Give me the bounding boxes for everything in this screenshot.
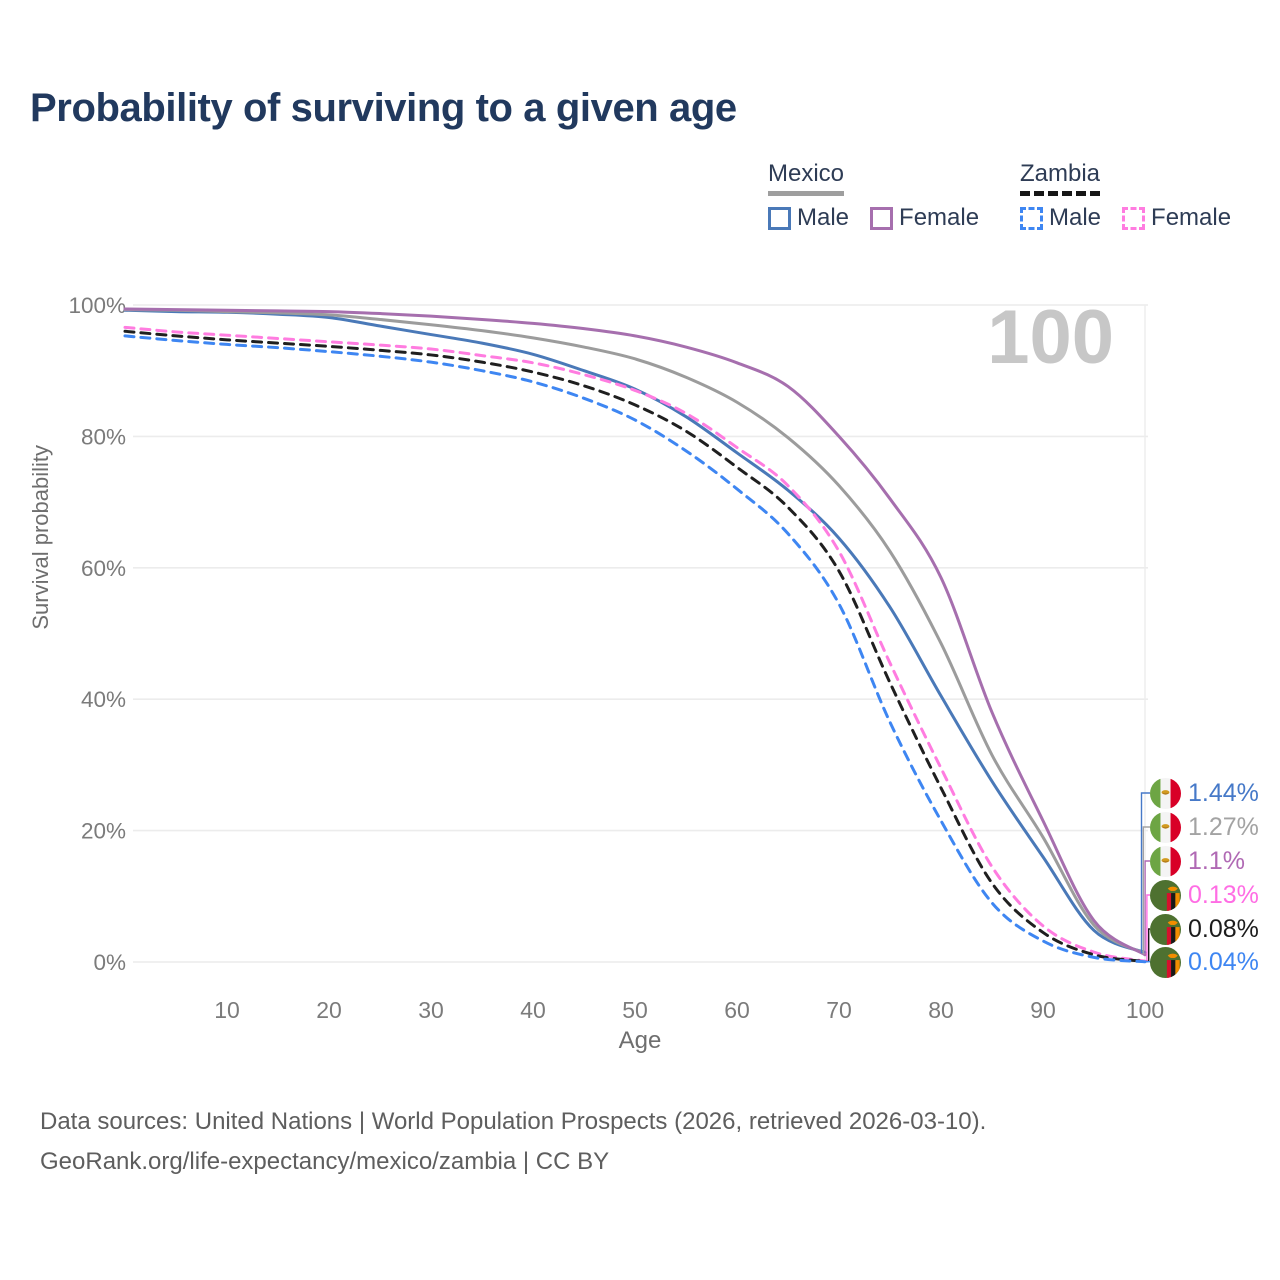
x-tick-label: 80 <box>928 997 954 1023</box>
endpoint-label-mexico-male: 1.44% <box>1150 776 1259 810</box>
endpoint-value: 0.13% <box>1188 880 1259 909</box>
endpoint-value: 1.27% <box>1188 812 1259 841</box>
x-tick-label: 10 <box>214 997 240 1023</box>
endpoint-label-zambia-both: 0.08% <box>1150 912 1259 946</box>
endpoint-connector-mx-f <box>1144 860 1150 956</box>
legend-item-zambia-male[interactable]: Male <box>1020 204 1101 232</box>
y-tick-label: 20% <box>81 819 126 844</box>
endpoint-label-zambia-female: 0.13% <box>1150 878 1259 912</box>
legend-item-label: Male <box>797 204 850 231</box>
mexico-male-swatch-icon <box>768 206 791 230</box>
x-tick-label: 60 <box>724 997 750 1023</box>
endpoint-label-mexico-female: 1.1% <box>1150 844 1245 878</box>
x-tick-label: 100 <box>1126 997 1164 1023</box>
legend-item-label: Female <box>899 204 980 231</box>
mexico-flag-icon <box>1150 812 1181 843</box>
y-axis-title: Survival probability <box>28 445 53 630</box>
zambia-flag-icon <box>1150 947 1181 978</box>
zambia-flag-icon <box>1150 914 1181 945</box>
zambia-female-swatch-icon <box>1122 206 1146 230</box>
legend-items-zambia: Male Female <box>1020 204 1231 232</box>
series-line-zm-b <box>123 329 1147 963</box>
legend-group-zambia: Zambia Male Female <box>1020 160 1231 232</box>
data-sources-line: Data sources: United Nations | World Pop… <box>40 1108 987 1135</box>
mexico-flag-icon <box>1150 778 1181 809</box>
y-tick-label: 0% <box>93 950 126 975</box>
y-tick-label: 100% <box>68 293 126 318</box>
legend-items-mexico: Male Female <box>768 204 979 232</box>
x-tick-label: 40 <box>520 997 546 1023</box>
series-line-mx-f <box>123 307 1147 957</box>
endpoint-value: 0.04% <box>1188 947 1259 976</box>
attribution-line: GeoRank.org/life-expectancy/mexico/zambi… <box>40 1148 610 1175</box>
x-tick-label: 50 <box>622 997 648 1023</box>
legend-item-mexico-female[interactable]: Female <box>870 204 979 232</box>
legend-item-mexico-male[interactable]: Male <box>768 204 849 232</box>
series-line-mx-m <box>123 308 1147 955</box>
y-tick-label: 80% <box>81 424 126 449</box>
legend-item-label: Female <box>1151 204 1232 231</box>
legend-group-mexico: Mexico Male Female <box>768 160 979 232</box>
legend-group-title-mexico: Mexico <box>768 160 845 196</box>
age-counter-watermark: 100 <box>987 295 1114 380</box>
legend-group-title-zambia: Zambia <box>1020 160 1101 196</box>
endpoint-value: 1.44% <box>1188 778 1259 807</box>
mexico-female-swatch-icon <box>870 206 894 230</box>
mexico-flag-icon <box>1150 846 1181 877</box>
x-tick-label: 20 <box>316 997 342 1023</box>
x-tick-label: 30 <box>418 997 444 1023</box>
legend-item-label: Male <box>1049 204 1102 231</box>
y-tick-label: 40% <box>81 687 126 712</box>
series-line-zm-m <box>123 334 1147 964</box>
endpoint-label-zambia-male: 0.04% <box>1150 945 1259 979</box>
y-tick-label: 60% <box>81 556 126 581</box>
endpoint-value: 0.08% <box>1188 914 1259 943</box>
zambia-male-swatch-icon <box>1020 206 1043 230</box>
x-tick-label: 70 <box>826 997 852 1023</box>
legend-item-zambia-female[interactable]: Female <box>1122 204 1231 232</box>
endpoint-label-mexico-both: 1.27% <box>1150 810 1259 844</box>
footer: Data sources: United Nations | World Pop… <box>40 1102 986 1182</box>
page-title: Probability of surviving to a given age <box>30 86 737 130</box>
series-line-zm-f <box>123 325 1147 963</box>
x-axis-title: Age <box>618 1027 662 1054</box>
series-line-mx-b <box>123 308 1147 956</box>
zambia-flag-icon <box>1150 880 1181 911</box>
endpoint-value: 1.1% <box>1188 846 1245 875</box>
x-tick-label: 90 <box>1030 997 1056 1023</box>
